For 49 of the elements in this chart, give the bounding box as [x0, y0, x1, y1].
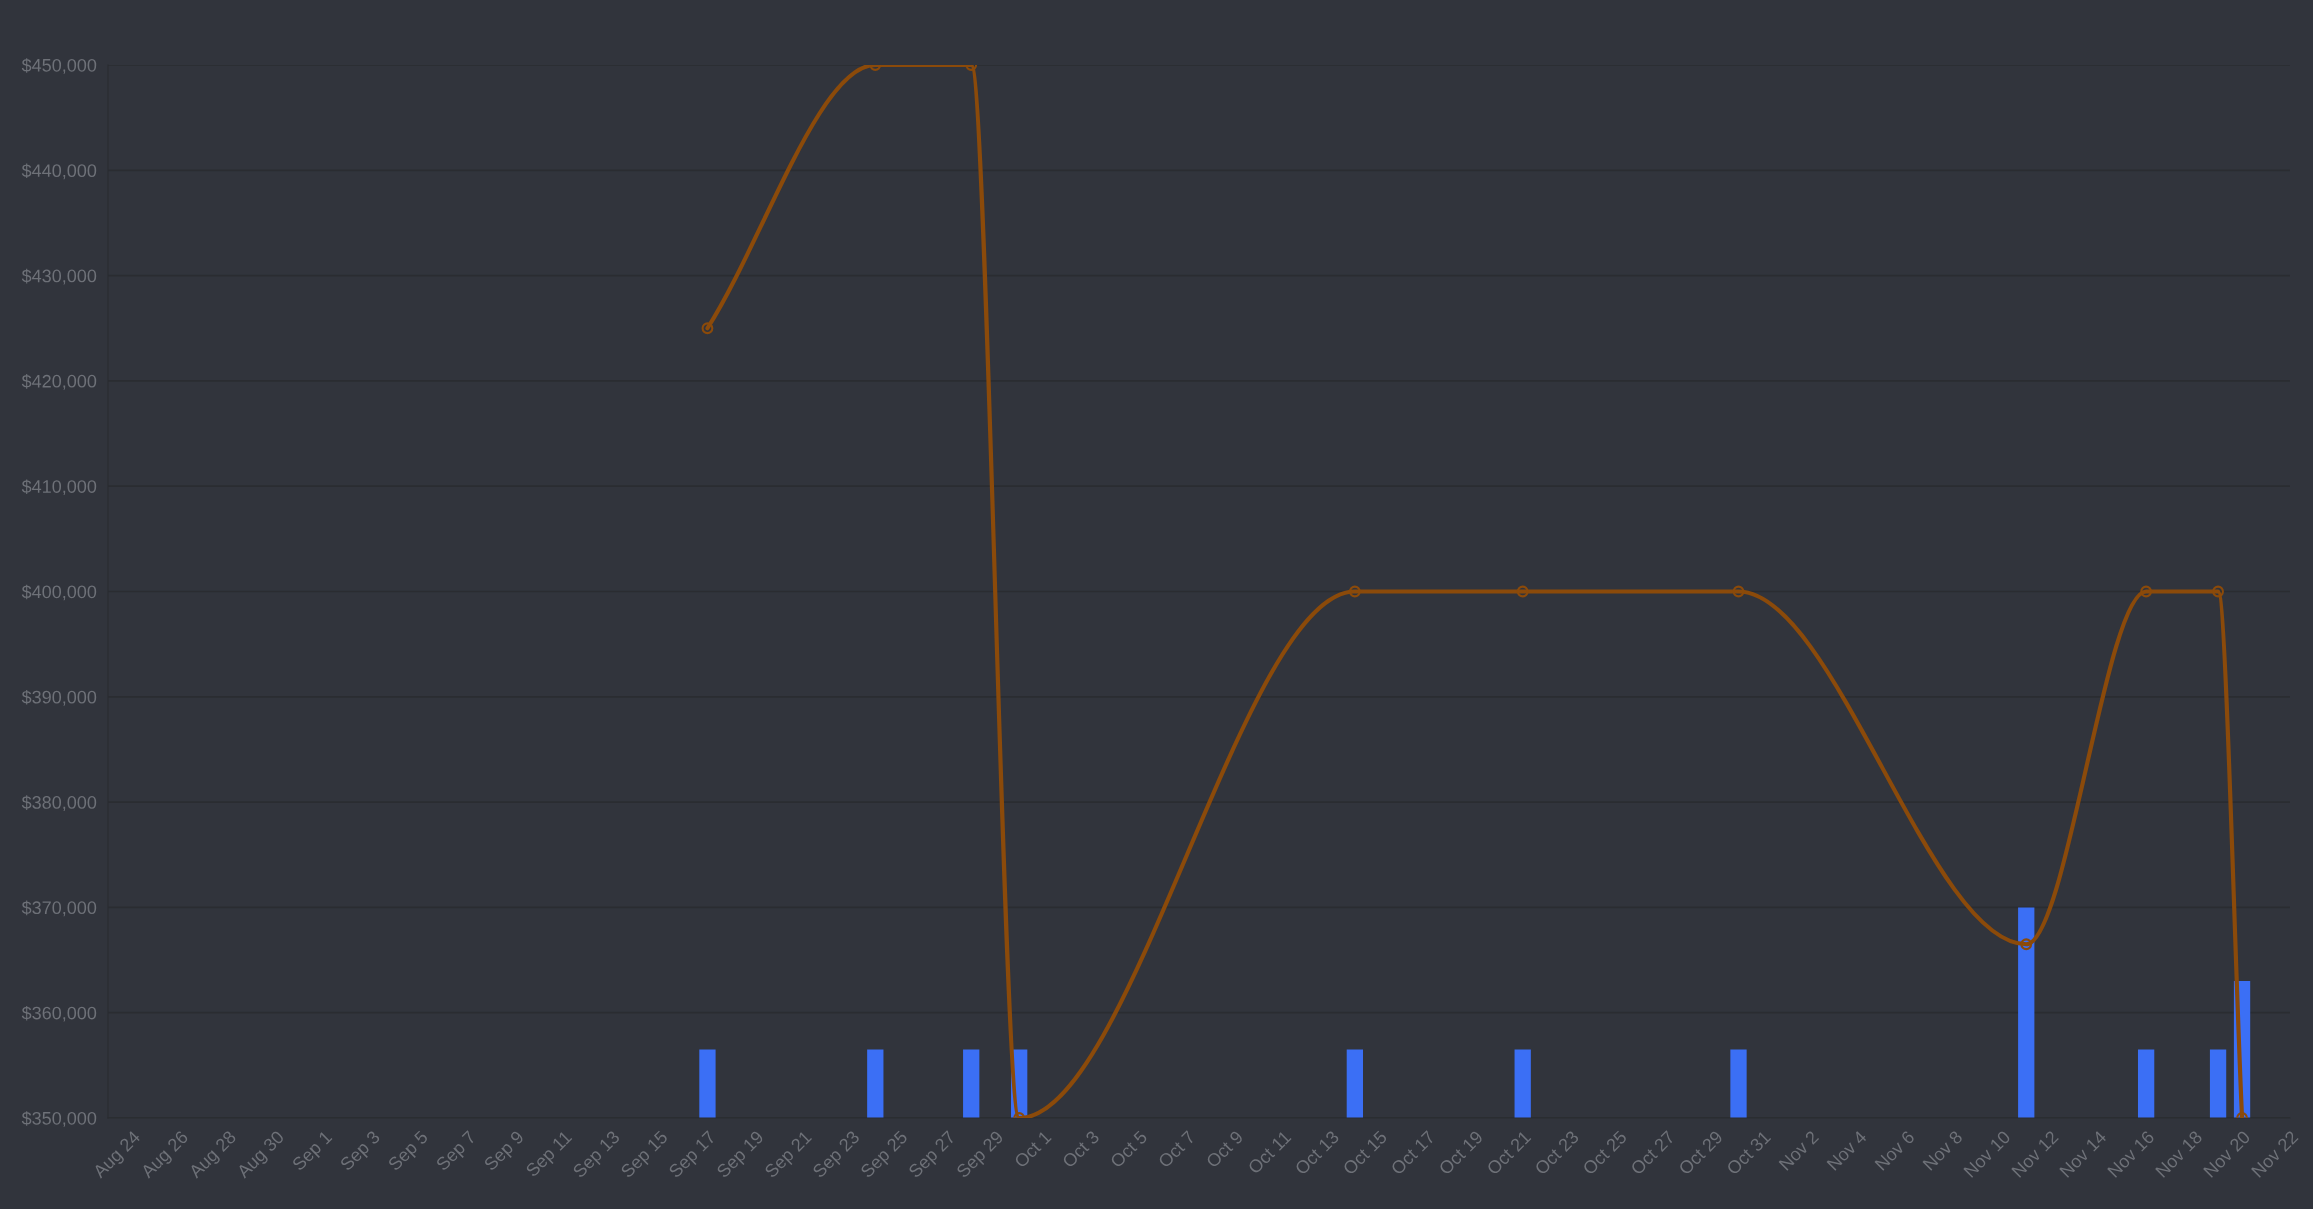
point [701, 322, 714, 335]
y-tick-label: $440,000 [21, 163, 97, 180]
x-tick-label: Oct 31 [1725, 1130, 1772, 1176]
y-tick-label: $380,000 [21, 795, 97, 811]
x-tick-label: Oct 23 [1533, 1130, 1580, 1176]
y-tick-label: $390,000 [21, 689, 97, 706]
x-tick-label: Nov 20 [2202, 1129, 2251, 1178]
y-tick-label: $430,000 [21, 268, 97, 285]
x-tick-label: Sep 7 [435, 1130, 479, 1174]
x-tick-label: Sep 3 [339, 1130, 384, 1174]
x-tick-label: Nov 8 [1922, 1130, 1964, 1171]
x-tick-label: Oct 27 [1629, 1130, 1676, 1176]
x-tick-label: Oct 15 [1342, 1129, 1388, 1176]
x-tick-label: Nov 16 [2107, 1130, 2155, 1178]
point [1516, 585, 1529, 598]
y-tick-label: $370,000 [21, 900, 97, 917]
y-tick-label: $350,000 [21, 1111, 97, 1127]
x-tick-label: Oct 21 [1486, 1130, 1532, 1176]
point [1732, 585, 1745, 598]
x-tick-label: Oct 19 [1438, 1130, 1484, 1176]
y-tick-label: $360,000 [21, 1005, 97, 1022]
y-tick-label: $410,000 [21, 479, 97, 496]
x-tick-label: Oct 13 [1294, 1130, 1340, 1176]
x-tick-label: Sep 1 [291, 1130, 336, 1174]
x-tick-label: Oct 5 [1109, 1129, 1148, 1169]
x-tick-label: Nov 12 [2011, 1130, 2059, 1178]
x-tick-label: Sep 9 [483, 1130, 527, 1174]
x-tick-label: Oct 3 [1061, 1130, 1100, 1169]
x-tick-label: Nov 10 [1963, 1129, 2012, 1178]
x-tick-label: Sep 5 [387, 1129, 432, 1174]
x-tick-label: Nov 6 [1874, 1130, 1916, 1171]
x-tick-label: Oct 11 [1247, 1130, 1292, 1175]
x-tick-label: Nov 22 [2250, 1130, 2299, 1178]
x-tick-label: Oct 7 [1157, 1130, 1196, 1169]
x-tick-label: Nov 4 [1826, 1129, 1868, 1171]
y-tick-label: $420,000 [21, 374, 97, 390]
x-tick-label: Nov 18 [2155, 1130, 2203, 1178]
x-tick-label: Oct 25 [1581, 1129, 1628, 1176]
point [1348, 585, 1361, 598]
point [2140, 585, 2153, 598]
x-tick-label: Oct 9 [1205, 1130, 1244, 1169]
x-tick-label: Nov 2 [1778, 1130, 1820, 1171]
point [2212, 585, 2224, 598]
x-tick-label: Oct 29 [1677, 1130, 1724, 1176]
y-tick-label: $450,000 [21, 58, 97, 74]
x-tick-label: Nov 14 [2059, 1129, 2108, 1178]
x-tick-label: Oct 1 [1013, 1130, 1052, 1169]
y-tick-label: $400,000 [21, 584, 97, 601]
x-tick-label: Oct 17 [1390, 1130, 1436, 1176]
